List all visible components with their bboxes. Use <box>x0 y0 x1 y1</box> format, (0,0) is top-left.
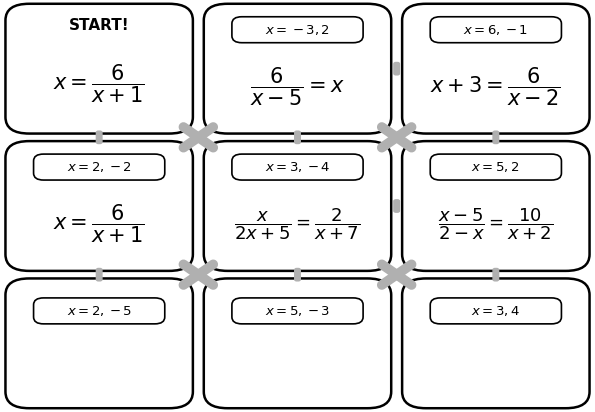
FancyBboxPatch shape <box>203 4 392 133</box>
Text: $x = 2, -2$: $x = 2, -2$ <box>67 160 131 174</box>
Text: $x = \dfrac{6}{x+1}$: $x = \dfrac{6}{x+1}$ <box>54 203 145 246</box>
Text: $x = 3, -4$: $x = 3, -4$ <box>265 160 330 174</box>
Text: $x + 3 = \dfrac{6}{x-2}$: $x + 3 = \dfrac{6}{x-2}$ <box>431 66 561 108</box>
FancyBboxPatch shape <box>295 131 300 143</box>
FancyBboxPatch shape <box>5 141 193 271</box>
FancyBboxPatch shape <box>430 17 562 43</box>
FancyBboxPatch shape <box>33 154 165 180</box>
FancyBboxPatch shape <box>430 154 562 180</box>
FancyBboxPatch shape <box>232 154 363 180</box>
FancyBboxPatch shape <box>232 298 363 324</box>
Text: $x = -3, 2$: $x = -3, 2$ <box>265 23 330 37</box>
FancyBboxPatch shape <box>232 17 363 43</box>
FancyBboxPatch shape <box>394 200 399 212</box>
FancyBboxPatch shape <box>5 279 193 408</box>
FancyBboxPatch shape <box>493 269 499 281</box>
FancyBboxPatch shape <box>430 298 562 324</box>
FancyBboxPatch shape <box>402 141 590 271</box>
FancyBboxPatch shape <box>33 298 165 324</box>
FancyBboxPatch shape <box>295 269 300 281</box>
FancyBboxPatch shape <box>402 279 590 408</box>
Text: $x = 5, -3$: $x = 5, -3$ <box>265 304 330 318</box>
Text: $\dfrac{x-5}{2-x} = \dfrac{10}{x+2}$: $\dfrac{x-5}{2-x} = \dfrac{10}{x+2}$ <box>439 206 553 242</box>
Text: START!: START! <box>69 19 130 33</box>
FancyBboxPatch shape <box>402 4 590 133</box>
Text: $\dfrac{6}{x-5} = x$: $\dfrac{6}{x-5} = x$ <box>250 66 345 108</box>
FancyBboxPatch shape <box>394 63 399 75</box>
FancyBboxPatch shape <box>96 269 102 281</box>
FancyBboxPatch shape <box>493 131 499 143</box>
FancyBboxPatch shape <box>203 279 392 408</box>
Text: $x = 5, 2$: $x = 5, 2$ <box>471 160 520 174</box>
Text: $x = 2, -5$: $x = 2, -5$ <box>67 304 132 318</box>
Text: $x = 3, 4$: $x = 3, 4$ <box>471 304 521 318</box>
Text: $x = 6, -1$: $x = 6, -1$ <box>464 23 528 37</box>
Text: $\dfrac{x}{2x+5} = \dfrac{2}{x+7}$: $\dfrac{x}{2x+5} = \dfrac{2}{x+7}$ <box>234 206 361 242</box>
FancyBboxPatch shape <box>203 141 392 271</box>
FancyBboxPatch shape <box>5 4 193 133</box>
FancyBboxPatch shape <box>96 131 102 143</box>
Text: $x = \dfrac{6}{x+1}$: $x = \dfrac{6}{x+1}$ <box>54 63 145 105</box>
